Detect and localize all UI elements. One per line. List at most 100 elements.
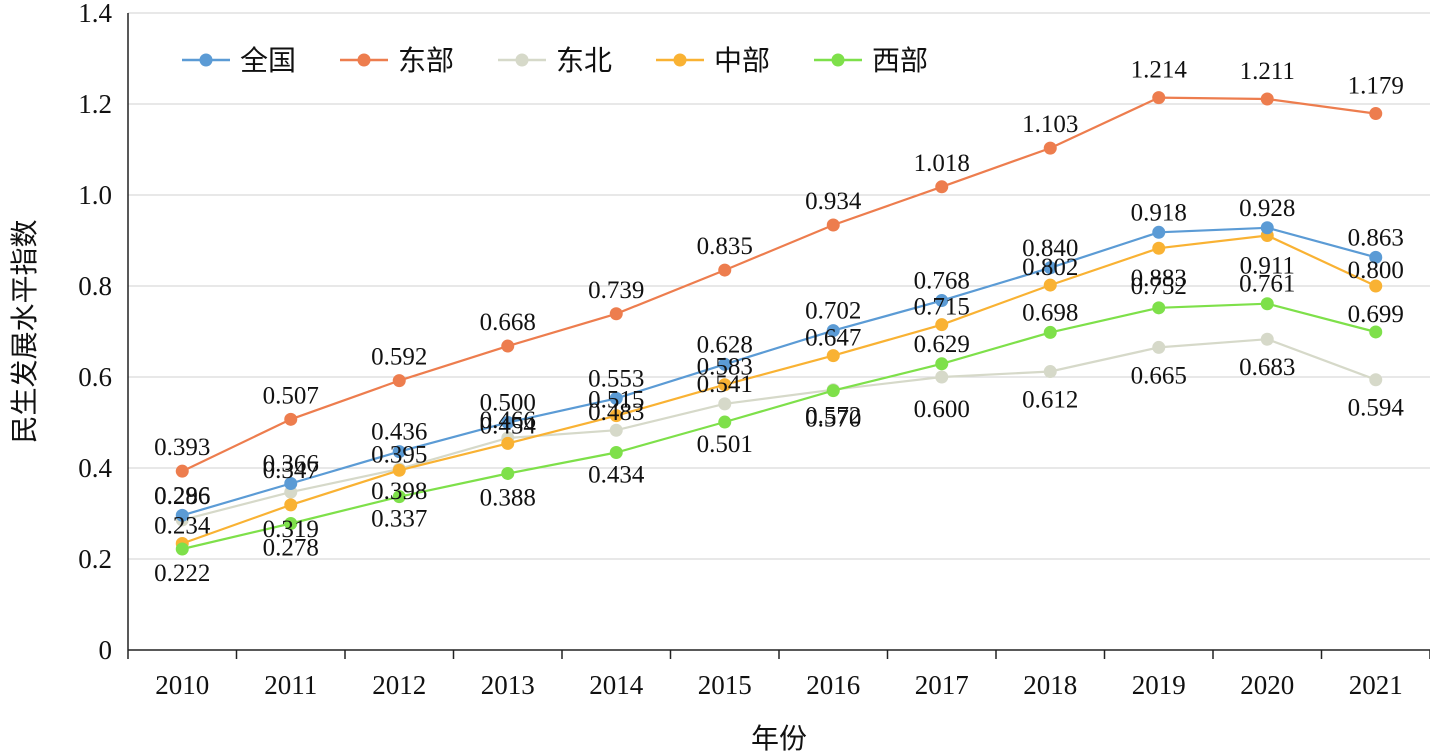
data-label: 0.698 [1022, 299, 1078, 326]
data-label: 0.612 [1022, 387, 1078, 414]
data-point [609, 307, 623, 321]
data-label: 0.515 [588, 387, 644, 414]
y-tick-label: 1.0 [78, 180, 112, 210]
legend-label: 西部 [872, 44, 928, 77]
legend-item: 东北 [498, 44, 612, 77]
data-label: 1.214 [1131, 57, 1188, 84]
data-label: 0.761 [1239, 271, 1295, 298]
data-point [1369, 279, 1383, 293]
data-label: 0.454 [480, 412, 537, 439]
data-label: 0.507 [263, 382, 319, 409]
data-point [284, 412, 298, 426]
data-point [826, 349, 840, 363]
data-label: 0.918 [1131, 199, 1187, 226]
data-label: 0.702 [805, 298, 861, 325]
x-tick-label: 2010 [155, 670, 209, 700]
data-point [935, 357, 949, 371]
data-label: 0.466 [480, 407, 536, 434]
legend-swatch-marker [673, 53, 687, 67]
data-labels: 0.296 0.366 0.436 0.500 0.553 0.628 0.702 0.768… [154, 57, 1404, 587]
axes: 0 0.2 0.4 0.6 0.8 1.0 1.2 1.4 2010 2011 2012 2013 20… [78, 0, 1430, 700]
series-line [182, 338, 1377, 521]
data-label: 0.483 [588, 399, 644, 426]
data-point [826, 324, 840, 338]
data-label: 0.835 [697, 233, 753, 260]
x-tick-label: 2012 [372, 670, 426, 700]
data-label: 0.337 [371, 506, 427, 533]
data-label: 0.501 [697, 431, 753, 458]
data-point [718, 397, 732, 411]
x-tick-label: 2020 [1240, 670, 1294, 700]
x-tick-label: 2018 [1023, 670, 1077, 700]
data-label: 0.570 [805, 406, 861, 433]
data-point [718, 357, 732, 371]
y-tick-label: 1.2 [78, 89, 112, 119]
data-point [609, 391, 623, 405]
legend-item: 东部 [340, 44, 454, 77]
data-point [935, 180, 949, 194]
x-tick-label: 2015 [698, 670, 752, 700]
data-label: 0.863 [1348, 224, 1404, 251]
data-point [1260, 332, 1274, 346]
data-point [501, 466, 515, 480]
data-label: 0.800 [1348, 257, 1404, 284]
data-label: 0.934 [805, 188, 862, 215]
legend-swatch-marker [515, 53, 529, 67]
x-tick-label: 2019 [1132, 670, 1186, 700]
y-tick-label: 0.4 [78, 453, 112, 483]
legend: 全国 东部 东北 中部 西部 [182, 44, 928, 77]
legend-swatch-marker [831, 53, 845, 67]
data-point [1043, 261, 1057, 275]
x-tick-label: 2011 [264, 670, 317, 700]
series-layer [175, 91, 1383, 556]
data-point [175, 464, 189, 478]
data-point [826, 218, 840, 232]
data-label: 1.179 [1348, 73, 1404, 100]
data-label: 0.436 [371, 419, 427, 446]
data-point [175, 542, 189, 556]
data-point [392, 374, 406, 388]
data-label: 0.398 [371, 478, 427, 505]
data-point [1260, 221, 1274, 235]
series-2 [175, 332, 1383, 527]
y-tick-label: 0.8 [78, 271, 112, 301]
data-label: 0.434 [588, 462, 645, 489]
data-label: 0.222 [154, 560, 210, 587]
data-label: 0.388 [480, 484, 536, 511]
x-tick-label: 2014 [589, 670, 644, 700]
series-line [182, 302, 1377, 551]
data-point [175, 508, 189, 522]
data-label: 0.286 [154, 483, 210, 510]
data-label: 0.752 [1131, 273, 1187, 300]
data-point [1043, 141, 1057, 155]
series-3 [175, 228, 1383, 551]
data-point [284, 517, 298, 531]
data-label: 0.802 [1022, 254, 1078, 281]
data-label: 0.600 [914, 396, 970, 423]
data-label: 1.018 [914, 150, 970, 177]
x-tick-label: 2016 [806, 670, 860, 700]
x-tick-label: 2013 [481, 670, 535, 700]
legend-item: 中部 [656, 44, 770, 77]
data-label: 0.594 [1348, 395, 1405, 422]
y-tick-label: 0 [99, 635, 113, 665]
series-line [181, 226, 1377, 517]
legend-label: 东部 [398, 44, 454, 77]
series-4 [175, 297, 1383, 556]
data-label: 0.319 [263, 516, 319, 543]
data-point [1152, 301, 1166, 315]
data-label: 0.592 [371, 344, 427, 371]
data-label: 0.628 [697, 331, 753, 358]
data-label: 0.768 [914, 268, 970, 295]
data-point [501, 436, 515, 450]
data-label: 0.234 [154, 513, 211, 540]
data-label: 0.883 [1131, 265, 1187, 292]
x-axis-title: 年份 [751, 722, 807, 752]
data-label: 1.211 [1240, 58, 1295, 85]
data-point [935, 318, 949, 332]
data-label: 0.541 [697, 371, 753, 398]
data-point [609, 409, 623, 423]
data-point [1043, 325, 1057, 339]
data-point [718, 378, 732, 392]
legend-label: 全国 [240, 44, 296, 77]
